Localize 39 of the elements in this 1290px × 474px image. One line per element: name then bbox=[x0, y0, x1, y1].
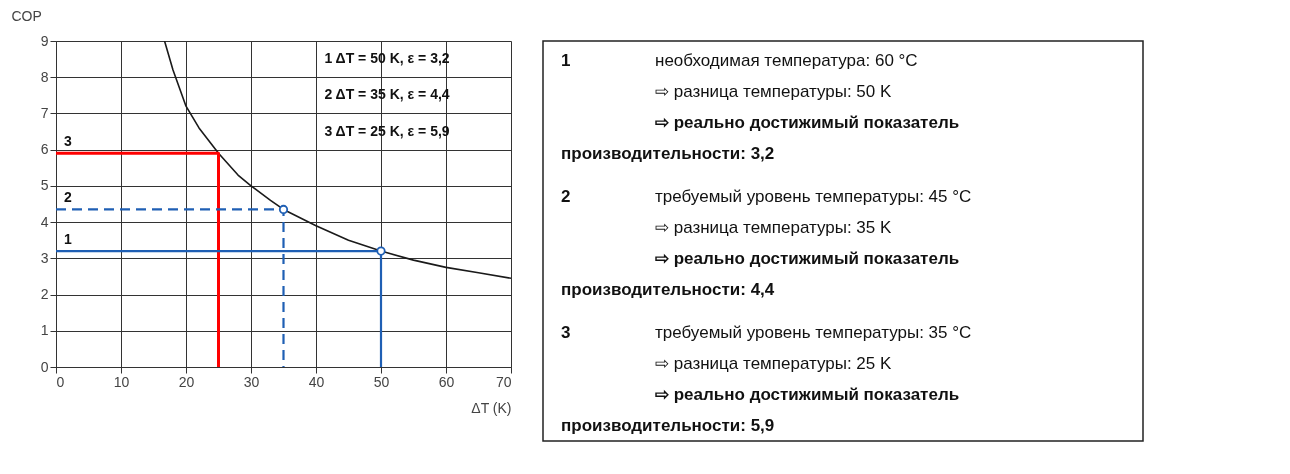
y-tick-label: 0 bbox=[40, 358, 49, 375]
x-tick-label: 40 bbox=[308, 373, 325, 390]
series-label: 1 bbox=[64, 231, 72, 248]
text: требуемый уровень температуры: 35 °C bbox=[655, 323, 972, 342]
x-tick-label: 10 bbox=[113, 373, 130, 390]
y-tick-label: 6 bbox=[40, 141, 49, 158]
text: производительности: 5,9 bbox=[561, 416, 775, 435]
text: 2 bbox=[561, 187, 571, 206]
series-label: 3 bbox=[64, 133, 72, 150]
text: необходимая температура: 60 °C bbox=[655, 51, 918, 70]
text: ⇨ реально достижимый показатель bbox=[655, 249, 960, 268]
y-tick-label: 7 bbox=[40, 104, 49, 121]
text: 1 bbox=[561, 51, 571, 70]
line-series bbox=[163, 41, 511, 280]
text: требуемый уровень температуры: 45 °C bbox=[655, 187, 972, 206]
x-tick-label: 60 bbox=[438, 373, 455, 390]
text: производительности: 3,2 bbox=[561, 144, 775, 163]
text: ⇨ реально достижимый показатель bbox=[655, 385, 960, 404]
y-tick-label: 3 bbox=[40, 249, 49, 266]
text: производительности: 4,4 bbox=[561, 280, 775, 299]
text: ⇨ разница температуры: 35 K bbox=[655, 218, 893, 237]
series-label: 2 bbox=[64, 189, 72, 206]
y-tick-label: 2 bbox=[40, 286, 49, 303]
x-tick-label: 70 bbox=[495, 373, 512, 390]
y-tick-label: 5 bbox=[40, 177, 49, 194]
text: ⇨ разница температуры: 50 K bbox=[655, 82, 893, 101]
y-tick-label: 1 bbox=[40, 322, 49, 339]
y-tick-label: 8 bbox=[40, 68, 49, 85]
x-axis-title: ΔT (K) bbox=[471, 399, 512, 416]
y-tick-label: 9 bbox=[40, 32, 49, 49]
text: 3 bbox=[561, 323, 571, 342]
text: ⇨ разница температуры: 25 K bbox=[655, 354, 893, 373]
x-tick-label: 30 bbox=[243, 373, 260, 390]
x-tick-label: 50 bbox=[373, 373, 390, 390]
text: ⇨ реально достижимый показатель bbox=[655, 113, 960, 132]
x-tick-label: 20 bbox=[178, 373, 195, 390]
x-tick-label: 0 bbox=[56, 373, 65, 390]
y-tick-label: 4 bbox=[40, 213, 49, 230]
y-axis-title: COP bbox=[11, 7, 42, 24]
